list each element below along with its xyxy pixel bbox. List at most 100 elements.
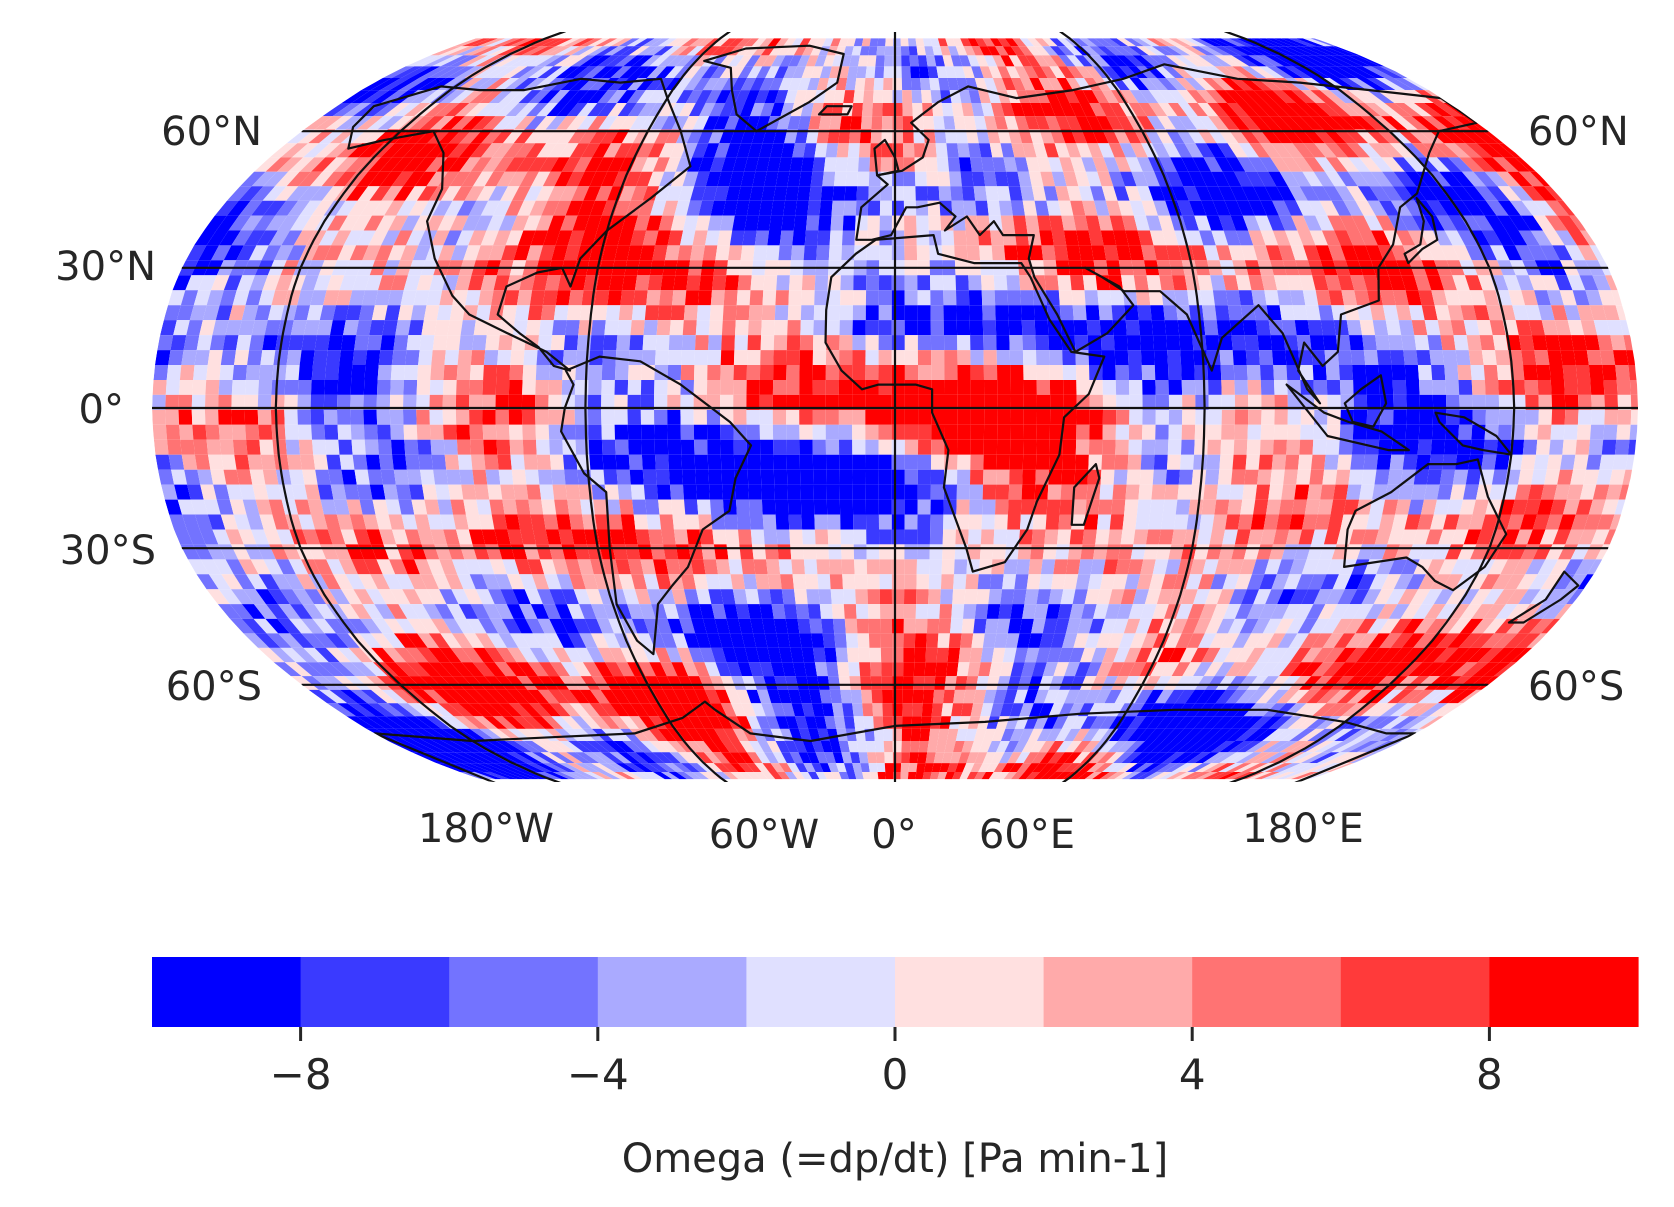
omega-cell: [1325, 365, 1340, 380]
omega-cell: [799, 335, 814, 351]
omega-cell: [548, 215, 566, 231]
omega-cell: [1465, 143, 1493, 158]
omega-cell: [1359, 157, 1383, 172]
omega-cell: [1278, 215, 1298, 231]
omega-cell: [337, 380, 352, 395]
omega-cell: [546, 103, 568, 117]
omega-cell: [1538, 305, 1555, 321]
omega-cell: [484, 78, 511, 91]
omega-cell: [1240, 245, 1258, 261]
omega-cell: [1128, 46, 1149, 56]
omega-cell: [810, 66, 824, 78]
omega-cell: [1153, 66, 1176, 78]
omega-cell: [456, 200, 477, 216]
omega-cell: [1158, 90, 1178, 103]
omega-cell: [1266, 215, 1285, 231]
omega-cell: [693, 380, 708, 395]
omega-cell: [538, 245, 556, 261]
omega-cell: [1566, 275, 1586, 291]
omega-cell: [508, 409, 523, 425]
omega-cell: [880, 647, 893, 663]
omega-cell: [1426, 275, 1445, 291]
omega-cell: [1554, 320, 1572, 336]
omega-cell: [314, 116, 343, 130]
omega-cell: [1407, 230, 1428, 246]
omega-cell: [892, 604, 904, 619]
omega-cell: [785, 186, 799, 201]
omega-cell: [672, 290, 687, 306]
omega-cell: [1046, 200, 1062, 216]
omega-cell: [577, 200, 596, 216]
omega-cell: [1255, 484, 1271, 500]
omega-cell: [256, 230, 278, 246]
omega-cell: [395, 320, 411, 336]
omega-cell: [818, 116, 832, 130]
omega-cell: [1297, 454, 1313, 470]
omega-cell: [1387, 469, 1403, 485]
omega-cell: [818, 215, 832, 231]
omega-cell: [479, 90, 504, 103]
omega-cell: [300, 275, 319, 291]
omega-cell: [1432, 394, 1447, 410]
omega-cell: [1541, 275, 1560, 291]
omega-cell: [1407, 129, 1434, 144]
omega-cell: [1176, 38, 1199, 47]
omega-cell: [1106, 116, 1124, 130]
omega-cell: [275, 335, 291, 351]
omega-cell: [865, 305, 879, 321]
omega-cell: [657, 55, 679, 67]
omega-cell: [410, 66, 441, 78]
omega-cell: [839, 335, 853, 351]
omega-cell: [891, 424, 905, 440]
omega-cell: [927, 186, 940, 201]
omega-cell: [647, 275, 663, 291]
omega-cell: [560, 78, 583, 91]
omega-cell: [642, 230, 659, 246]
omega-cell: [723, 290, 738, 306]
omega-cell: [1142, 171, 1160, 187]
omega-cell: [326, 454, 342, 470]
omega-cell: [1273, 38, 1301, 47]
omega-cell: [1075, 66, 1094, 78]
omega-cell: [1063, 171, 1079, 187]
omega-cell: [1181, 424, 1196, 440]
omega-cell: [1240, 499, 1256, 515]
omega-cell: [962, 66, 975, 78]
omega-cell: [209, 335, 226, 351]
omega-cell: [1167, 90, 1188, 103]
omega-cell: [843, 200, 857, 216]
omega-cell: [775, 38, 789, 47]
omega-cell: [917, 275, 931, 291]
omega-cell: [1140, 55, 1163, 67]
omega-cell: [630, 186, 648, 201]
omega-cell: [865, 424, 879, 440]
omega-cell: [841, 559, 855, 575]
omega-cell: [773, 365, 787, 380]
omega-cell: [878, 275, 892, 291]
omega-cell: [1097, 171, 1114, 187]
omega-cell: [838, 129, 851, 144]
omega-cell: [769, 589, 784, 605]
omega-cell: [432, 200, 453, 216]
omega-cell: [1055, 544, 1070, 560]
omega-cell: [1177, 103, 1198, 117]
omega-cell: [588, 55, 612, 67]
omega-cell: [1063, 394, 1077, 410]
omega-cell: [1629, 424, 1638, 440]
omega-cell: [463, 499, 479, 515]
omega-cell: [873, 78, 884, 91]
omega-cell: [840, 514, 854, 530]
omega-cell: [168, 454, 185, 470]
omega-cell: [765, 245, 780, 261]
omega-cell: [1076, 409, 1090, 425]
omega-cell: [636, 90, 656, 103]
omega-cell: [1341, 290, 1358, 306]
omega-cell: [647, 143, 666, 158]
omega-cell: [869, 647, 882, 663]
omega-cell: [773, 454, 787, 470]
omega-cell: [1319, 200, 1340, 216]
omega-cell: [485, 469, 501, 485]
omega-cell: [856, 66, 867, 78]
omega-cell: [997, 424, 1011, 440]
omega-cell: [1002, 46, 1017, 56]
